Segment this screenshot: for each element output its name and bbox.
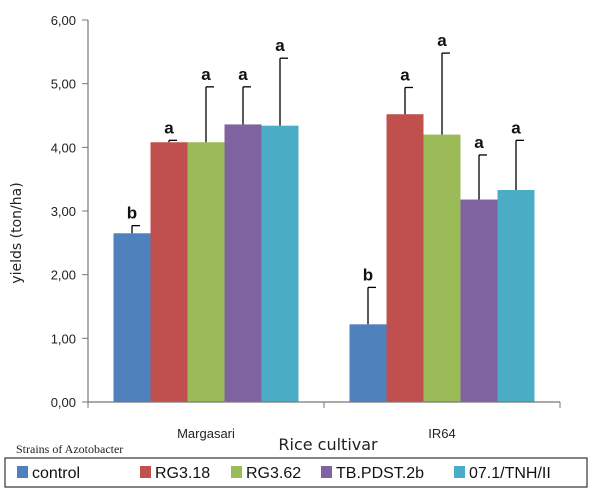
bar — [349, 324, 387, 402]
y-tick-label: 3,00 — [51, 204, 76, 219]
legend-swatch — [140, 466, 151, 478]
bar — [497, 189, 535, 402]
significance-label: a — [238, 65, 248, 84]
legend-label: TB.PDST.2b — [336, 465, 424, 482]
significance-label: a — [400, 65, 410, 84]
y-axis-title: yields (ton/ha) — [9, 182, 25, 283]
y-tick-label: 4,00 — [51, 140, 76, 155]
significance-label: a — [474, 133, 484, 152]
significance-label: a — [164, 118, 174, 137]
x-axis-categories: Margasari IR64 — [177, 426, 456, 441]
significance-label: b — [363, 265, 373, 284]
bar — [423, 134, 461, 402]
legend-swatch — [231, 466, 242, 478]
legend-swatch — [454, 466, 465, 478]
y-tick-label: 5,00 — [51, 77, 76, 92]
legend-box — [4, 457, 588, 488]
significance-label: a — [201, 65, 211, 84]
legend: control RG3.18 RG3.62 TB.PDST.2b 07.1/TNH/II — [17, 465, 551, 482]
bar — [150, 142, 188, 403]
bar — [113, 233, 151, 402]
x-category-label: IR64 — [428, 426, 455, 441]
legend-label: RG3.18 — [155, 465, 210, 482]
significance-label: a — [511, 118, 521, 137]
bars: b a a a a b a a a a — [113, 31, 535, 403]
bar — [460, 199, 498, 402]
bar — [187, 142, 225, 403]
bar — [224, 124, 262, 402]
y-tick-label: 0,00 — [51, 395, 76, 410]
x-axis-title: Rice cultivar — [278, 435, 378, 454]
y-axis-ticks: 0,00 1,00 2,00 3,00 4,00 5,00 6,00 — [51, 13, 88, 410]
y-tick-label: 6,00 — [51, 13, 76, 28]
legend-swatch — [17, 466, 28, 478]
legend-swatch — [321, 466, 332, 478]
x-category-label: Margasari — [177, 426, 235, 441]
bar — [261, 125, 299, 402]
legend-label: control — [32, 465, 80, 482]
y-tick-label: 2,00 — [51, 268, 76, 283]
legend-title: Strains of Azotobacter — [16, 442, 123, 456]
significance-label: a — [437, 31, 447, 50]
legend-label: RG3.62 — [246, 465, 301, 482]
y-tick-label: 1,00 — [51, 331, 76, 346]
significance-label: b — [127, 204, 137, 223]
axes — [87, 20, 561, 408]
significance-label: a — [275, 36, 285, 55]
legend-label: 07.1/TNH/II — [469, 465, 551, 482]
bar — [386, 114, 424, 402]
